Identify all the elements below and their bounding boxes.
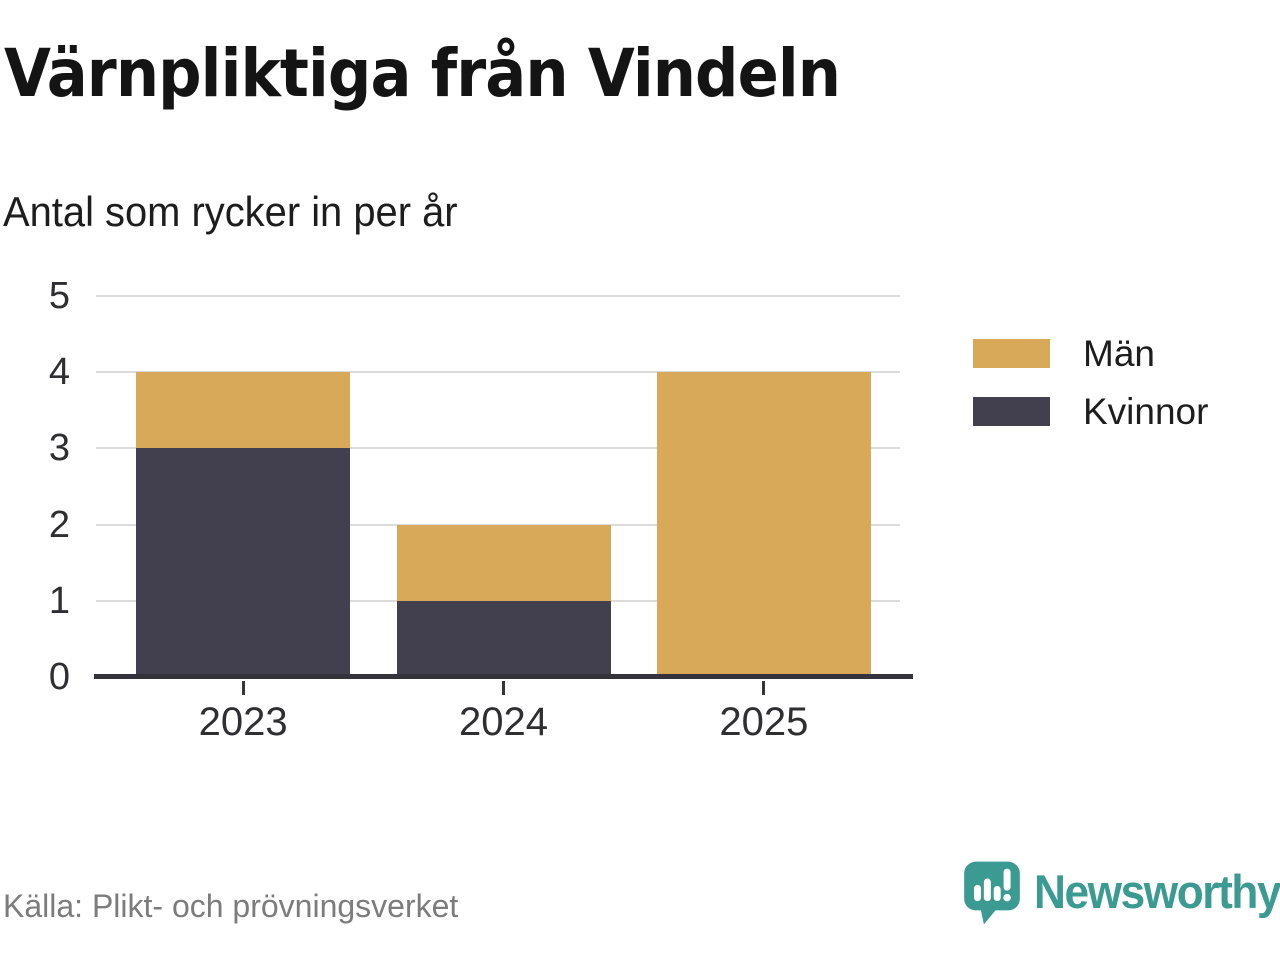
x-axis-tick [241, 681, 245, 695]
legend-label: Män [1083, 333, 1155, 374]
x-axis-tick-label: 2023 [198, 700, 288, 744]
y-axis-tick-label: 2 [48, 503, 70, 546]
bar-segment-män-2024 [396, 524, 611, 601]
gridline [96, 447, 900, 450]
y-axis-tick-label: 5 [48, 275, 70, 317]
legend-label: Kvinnor [1083, 391, 1209, 432]
y-axis-tick-label: 1 [48, 579, 70, 622]
legend-item-kvinnor: Kvinnor [973, 391, 1209, 432]
bar-segment-män-2025 [656, 372, 871, 677]
y-axis-tick-label: 3 [48, 427, 70, 470]
y-axis-tick-label: 0 [48, 656, 70, 698]
x-axis-tick-label: 2024 [459, 700, 548, 744]
gridline [96, 295, 900, 297]
x-axis-tick [502, 681, 505, 695]
y-axis-tick-label: 4 [48, 351, 70, 394]
legend-swatch [973, 397, 1050, 426]
bar-segment-män-2023 [136, 372, 351, 449]
x-axis-tick-label: 2025 [719, 700, 809, 744]
legend-item-män: Män [973, 333, 1208, 374]
chart-legend: Män Kvinnor [973, 333, 1209, 455]
newsworthy-bubble-chart-icon [964, 861, 1020, 925]
brand-logo: Newsworthy [963, 860, 1280, 926]
x-axis-line [94, 674, 913, 679]
chart-subtitle: Antal som rycker in per år [3, 188, 458, 235]
legend-swatch [973, 339, 1050, 368]
x-axis-tick [762, 681, 766, 695]
gridline [96, 371, 900, 374]
bar-segment-kvinnor-2023 [136, 448, 351, 677]
bar-segment-kvinnor-2024 [396, 600, 611, 677]
brand-name: Newsworthy [1034, 865, 1280, 918]
source-note: Källa: Plikt- och prövningsverket [3, 888, 459, 924]
chart-title: Värnpliktiga från Vindeln [4, 35, 841, 112]
